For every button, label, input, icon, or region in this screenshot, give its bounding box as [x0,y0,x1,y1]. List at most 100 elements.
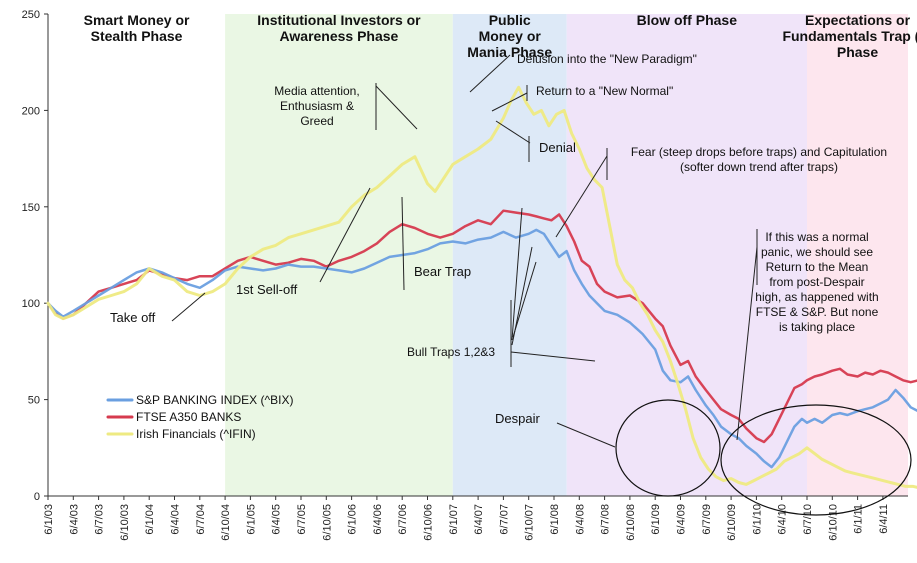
x-tick-label: 6/4/04 [170,504,182,535]
annotation-media-3: Greed [300,114,333,128]
phase-band-3 [452,14,567,496]
phase-band-2 [225,14,453,496]
x-tick-label: 6/4/11 [878,504,890,534]
y-tick-label: 250 [22,9,40,21]
annotation-normal-panic-3: Return to the Mean [766,260,869,274]
phase-title-5-line-3: Phase [837,44,878,60]
annotations: Take off 1st Sell-off Media attention, E… [110,52,912,516]
annotation-delusion: Delusion into the "New Paradigm" [517,52,697,66]
x-tick-label: 6/1/06 [347,504,359,535]
x-tick-label: 6/7/06 [397,504,409,535]
phase-bands [48,14,908,496]
x-tick-label: 6/1/07 [448,504,460,535]
series-line-ifin [46,85,917,489]
legend-label-ftse: FTSE A350 BANKS [136,410,241,424]
take-off-pointer [171,292,206,322]
x-tick-label: 6/1/03 [43,504,55,535]
y-tick-label: 200 [22,105,40,117]
x-tick-label: 6/10/09 [726,504,738,541]
x-tick-label: 6/10/06 [423,504,435,541]
y-tick-label: 0 [34,491,40,503]
annotation-take-off: Take off [110,310,156,325]
bull-traps-pointer-3 [511,246,533,346]
phase-title-3-line-3: Mania Phase [467,44,552,60]
legend-label-ifin: Irish Financials (^IFIN) [136,427,256,441]
x-tick-label: 6/10/10 [827,504,839,541]
x-tick-label: 6/7/09 [701,504,713,535]
x-tick-label: 6/1/11 [853,504,865,534]
phase-title-5-line-1: Expectations or [805,12,911,28]
annotation-media-2: Enthusiasm & [280,99,354,113]
x-tick-label: 6/1/09 [650,504,662,535]
x-tick-label: 6/1/05 [245,504,257,535]
x-tick-label: 6/10/04 [220,504,232,541]
x-tick-label: 6/1/10 [751,504,763,535]
annotation-despair: Despair [495,411,540,426]
annotation-bull-traps: Bull Traps 1,2&3 [407,345,495,359]
annotation-denial: Denial [539,140,576,155]
x-tick-label: 6/4/09 [676,504,688,535]
media-pointer-2 [375,85,418,130]
x-tick-label: 6/4/03 [68,504,80,535]
annotation-media-1: Media attention, [274,84,359,98]
despair-pointer [556,422,616,448]
x-tick-label: 6/4/08 [574,504,586,535]
phase-title-1-line-1: Smart Money or [84,12,190,28]
annotation-normal-panic-2: panic, we should see [761,245,873,259]
phase-title-1-line-2: Stealth Phase [91,28,183,44]
new-normal-pointer-2 [491,92,528,112]
denial-pointer-1 [495,120,531,144]
annotation-normal-panic-5: high, as happened with [755,290,878,304]
bull-traps-pointer-2 [512,261,537,338]
x-tick-label: 6/7/04 [195,504,207,535]
phase-title-4-line-1: Blow off Phase [637,12,738,28]
x-tick-label: 6/10/07 [524,504,536,541]
annotation-normal-panic-1: If this was a normal [765,230,868,244]
x-tick-label: 6/4/05 [271,504,283,535]
x-tick-label: 6/7/05 [296,504,308,535]
trap-circle [720,404,912,516]
x-tick-label: 6/7/03 [94,504,106,535]
series-lines [46,85,917,489]
normal-panic-pointer-d [736,246,758,441]
annotation-sell-off: 1st Sell-off [236,282,298,297]
legend-label-bix: S&P BANKING INDEX (^BIX) [136,393,293,407]
annotation-normal-panic-4: from post-Despair [769,275,864,289]
bear-trap-pointer [401,196,405,291]
y-tick-label: 100 [22,298,40,310]
annotation-normal-panic-7: is taking place [779,320,855,334]
y-tick-label: 50 [28,395,40,407]
phase-band-5 [807,14,908,496]
annotation-normal-panic-6: FTSE & S&P. But none [756,305,879,319]
x-tick-label: 6/7/07 [498,504,510,535]
bull-traps-pointer-1 [511,207,523,341]
series-line-bix [46,228,917,469]
sell-off-pointer [319,187,371,283]
x-axis: 6/1/03 6/4/03 6/7/03 6/10/03 6/1/04 6/4/04 6/7… [43,496,890,541]
annotation-fear-1: Fear (steep drops before traps) and Capi… [631,145,887,159]
phase-title-5-line-2: Fundamentals Trap (?) [782,28,917,44]
annotation-bear-trap: Bear Trap [414,264,471,279]
x-tick-label: 6/7/08 [600,504,612,535]
y-tick-label: 150 [22,202,40,214]
x-tick-label: 6/7/10 [802,504,814,535]
phase-title-2-line-1: Institutional Investors or [257,12,421,28]
x-tick-label: 6/10/08 [625,504,637,541]
phase-band-1 [48,14,226,496]
x-tick-label: 6/10/05 [321,504,333,541]
despair-circle [615,399,721,497]
phase-title-2-line-2: Awareness Phase [280,28,399,44]
x-tick-label: 6/10/03 [119,504,131,541]
x-tick-label: 6/1/08 [549,504,561,535]
annotation-new-normal: Return to a "New Normal" [536,84,673,98]
x-tick-label: 6/4/06 [372,504,384,535]
x-tick-label: 6/4/07 [473,504,485,535]
phase-title-3-line-1: Public [489,12,531,28]
delusion-pointer [469,54,511,93]
legend: S&P BANKING INDEX (^BIX) FTSE A350 BANKS… [106,393,293,441]
x-tick-label: 6/1/04 [144,504,156,535]
fear-pointer-2 [555,155,608,238]
annotation-fear-2: (softer down trend after traps) [680,160,838,174]
